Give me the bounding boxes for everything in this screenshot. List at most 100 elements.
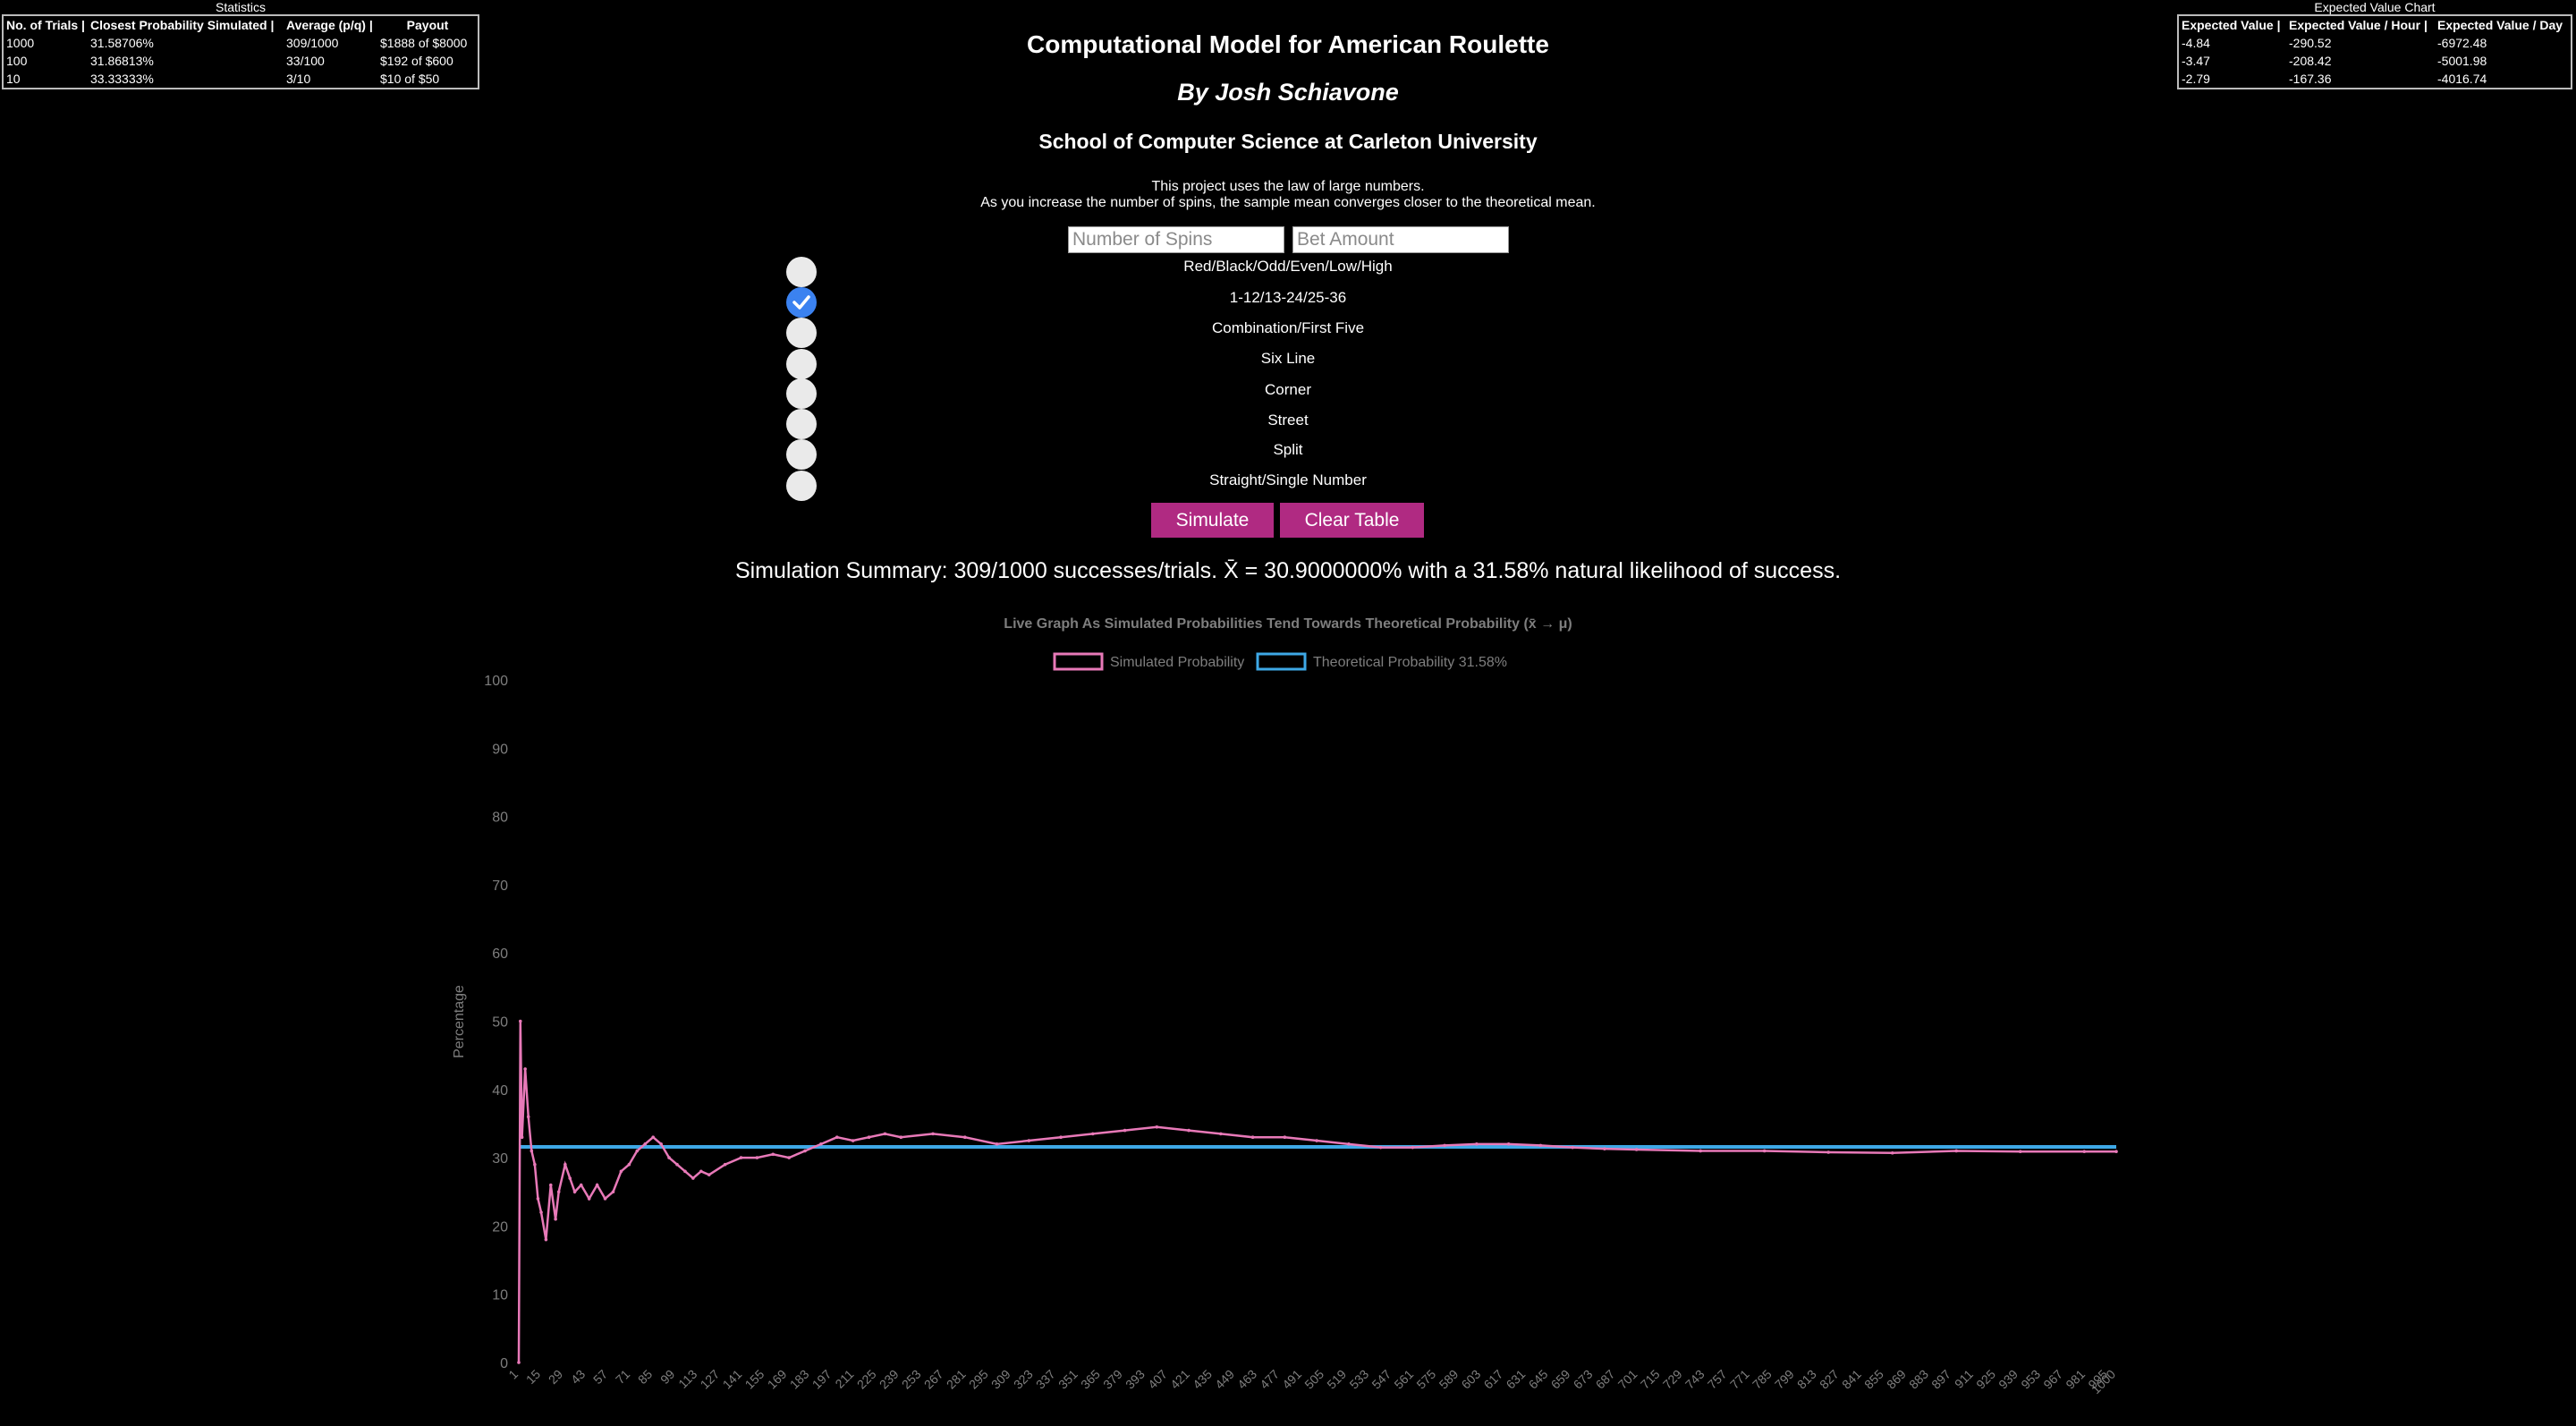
data-point (867, 1135, 871, 1140)
data-point (755, 1156, 759, 1159)
data-point (1699, 1149, 1702, 1153)
cell-ev: -2.79 (2182, 72, 2210, 86)
bet-option-radio[interactable] (786, 409, 817, 439)
bet-option-radio[interactable] (786, 318, 817, 348)
x-tick-label: 617 (1481, 1367, 1506, 1392)
cell-ev-hour: -290.52 (2289, 36, 2332, 50)
header-expected-value: Expected Value | (2182, 18, 2281, 32)
data-point (1538, 1143, 1543, 1148)
data-point (554, 1217, 557, 1221)
statistics-panel: Statistics No. of Trials | Closest Proba… (2, 0, 479, 89)
data-point (1571, 1145, 1574, 1150)
data-point (819, 1142, 823, 1146)
expected-value-panel: Expected Value Chart Expected Value | Ex… (2177, 0, 2572, 89)
x-tick-label: 869 (1884, 1367, 1909, 1392)
x-tick-label: 729 (1660, 1367, 1685, 1392)
data-point (643, 1142, 648, 1146)
data-point (739, 1156, 743, 1159)
header-average: Average (p/q) | (286, 18, 373, 32)
data-point (787, 1156, 791, 1159)
data-point (707, 1173, 711, 1176)
data-point (533, 1162, 537, 1167)
bet-option-radio[interactable] (786, 349, 817, 379)
data-point (1219, 1132, 1223, 1136)
data-point (536, 1197, 540, 1201)
cell-payout: $192 of $600 (380, 54, 453, 68)
x-tick-label: 561 (1391, 1367, 1416, 1392)
x-tick-label: 99 (657, 1367, 677, 1387)
x-tick-label: 113 (675, 1367, 699, 1391)
x-tick-label: 743 (1682, 1367, 1707, 1392)
data-point (1027, 1139, 1031, 1142)
description-line-1: This project uses the law of large numbe… (1151, 179, 1425, 194)
bet-option-radio-checked[interactable] (786, 287, 817, 318)
number-of-spins-input[interactable] (1068, 226, 1284, 253)
x-tick-label: 925 (1973, 1367, 1998, 1392)
bet-option-radio[interactable] (786, 471, 817, 501)
x-tick-label: 631 (1504, 1367, 1529, 1392)
y-axis-label: Percentage (452, 985, 467, 1058)
data-point (1155, 1125, 1159, 1129)
data-point (1890, 1150, 1894, 1155)
data-point (523, 1067, 527, 1071)
y-tick-label: 60 (492, 946, 508, 962)
x-tick-label: 477 (1257, 1367, 1282, 1392)
data-point (2018, 1150, 2022, 1154)
header-closest-probability: Closest Probability Simulated | (90, 18, 275, 32)
bet-option-radio[interactable] (786, 439, 817, 470)
bet-option-radio[interactable] (786, 257, 817, 287)
data-point (1475, 1142, 1479, 1146)
table-row: 100 31.86813% 33/100 $192 of $600 (4, 52, 478, 70)
y-tick-label: 0 (500, 1356, 508, 1371)
cell-average: 309/1000 (286, 36, 339, 50)
bet-option-label: Red/Black/Odd/Even/Low/High (1183, 258, 1393, 275)
x-tick-label: 155 (742, 1367, 767, 1392)
x-tick-label: 589 (1436, 1367, 1462, 1392)
chart-series (517, 1019, 2118, 1364)
data-point (675, 1162, 679, 1167)
x-tick-label: 897 (1928, 1367, 1953, 1392)
data-point (803, 1149, 807, 1153)
cell-trials: 100 (6, 54, 28, 68)
x-tick-label: 645 (1526, 1367, 1551, 1392)
x-tick-label: 323 (1011, 1367, 1036, 1392)
data-point (564, 1162, 567, 1167)
data-point (2082, 1150, 2087, 1154)
x-tick-label: 547 (1368, 1367, 1394, 1392)
x-tick-label: 533 (1346, 1367, 1371, 1392)
data-point (667, 1156, 671, 1159)
x-tick-label: 967 (2040, 1367, 2065, 1392)
page-title: Computational Model for American Roulett… (1027, 30, 1549, 58)
x-tick-label: 855 (1861, 1367, 1886, 1392)
y-tick-label: 90 (492, 742, 508, 757)
bet-option-radio[interactable] (786, 378, 817, 409)
x-tick-label: 197 (809, 1367, 835, 1392)
x-tick-label: 883 (1906, 1367, 1931, 1392)
x-tick-label: 827 (1817, 1367, 1842, 1392)
data-point (931, 1132, 935, 1136)
data-point (568, 1176, 572, 1180)
data-point (611, 1190, 615, 1194)
x-tick-label: 43 (568, 1367, 588, 1387)
bet-amount-input[interactable] (1292, 226, 1509, 253)
data-point (995, 1142, 999, 1146)
bet-option-label: Six Line (1260, 350, 1316, 367)
x-tick-label: 841 (1839, 1367, 1864, 1392)
data-point (1954, 1149, 1959, 1153)
x-tick-label: 15 (523, 1367, 543, 1387)
data-point (1187, 1128, 1191, 1133)
header-expected-value-hour: Expected Value / Hour | (2289, 18, 2428, 32)
data-point (1123, 1128, 1127, 1133)
x-tick-label: 85 (635, 1367, 655, 1387)
header-trials: No. of Trials | (6, 18, 85, 32)
data-point (1443, 1143, 1446, 1148)
data-point (699, 1169, 703, 1174)
simulate-button[interactable]: Simulate (1151, 503, 1274, 538)
data-point (530, 1149, 534, 1153)
cell-average: 3/10 (286, 72, 311, 86)
cell-ev-day: -5001.98 (2437, 54, 2487, 68)
clear-table-button[interactable]: Clear Table (1280, 503, 1424, 538)
data-point (683, 1169, 687, 1174)
x-tick-label: 57 (590, 1367, 610, 1387)
